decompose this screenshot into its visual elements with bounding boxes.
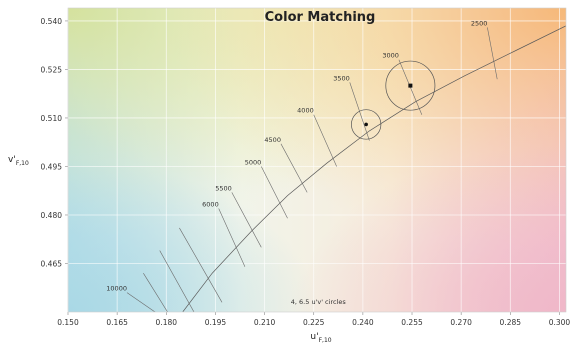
x-tick-label: 0.150 (57, 318, 79, 327)
tolerance-circle (385, 60, 436, 111)
isotemperature-line (126, 292, 156, 312)
x-tick-label: 0.195 (205, 318, 227, 327)
isotemperature-line (218, 208, 246, 267)
label-layer: 10000 6000 5500 5000 4500 4000 3500 3000 2500 4, … (106, 19, 487, 306)
isotemperature-line (261, 166, 288, 219)
cct-label: 3500 (333, 74, 350, 82)
y-tick-label: 0.495 (41, 162, 63, 171)
isotemperature-line (143, 273, 168, 312)
x-tick-label: 0.180 (156, 318, 178, 327)
cct-label: 2500 (471, 19, 488, 27)
y-tick-label: 0.510 (41, 114, 63, 123)
isotemperature-line (313, 114, 337, 167)
x-tick-label: 0.255 (401, 318, 423, 327)
x-tick-label: 0.270 (450, 318, 472, 327)
data-point-square (408, 83, 413, 88)
plot-frame (67, 7, 567, 313)
x-tick-label: 0.165 (106, 318, 128, 327)
y-tick-label: 0.480 (41, 211, 63, 220)
cct-label: 4000 (297, 107, 314, 115)
data-point-dot (364, 122, 368, 127)
y-axis-label-subscript: F,10 (16, 160, 29, 167)
cct-label: 6000 (202, 201, 219, 209)
isotemperature-line (179, 227, 223, 303)
x-tick-label: 0.240 (352, 318, 374, 327)
cct-label: 5000 (245, 158, 262, 166)
chart-title: Color Matching (265, 10, 376, 25)
plot-background (68, 8, 566, 312)
isotemperature-line (280, 143, 308, 193)
x-tick-label: 0.225 (303, 318, 325, 327)
x-tick-label: 0.300 (549, 318, 571, 327)
x-tick-label: 0.285 (500, 318, 522, 327)
data-layer (126, 25, 566, 312)
isotemperature-line (231, 192, 262, 248)
x-axis-label: u'F,10 (310, 332, 331, 344)
planckian-locus (182, 25, 566, 312)
tolerance-circle (351, 109, 382, 140)
x-axis-label-subscript: F,10 (319, 337, 332, 344)
cct-label: 3000 (382, 52, 399, 60)
y-axis-label: v'F,10 (8, 155, 29, 167)
axes: 0.150 0.165 0.180 0.195 0.210 0.225 0.240 0.255… (8, 7, 571, 344)
isotemperature-line (159, 250, 195, 312)
x-tick-label: 0.210 (254, 318, 276, 327)
y-tick-label: 0.540 (41, 17, 63, 26)
cct-label: 4500 (264, 136, 281, 144)
y-tick-label: 0.525 (41, 65, 63, 74)
circles-annotation: 4, 6.5 u'v' circles (291, 298, 347, 306)
background-blue (68, 8, 566, 312)
grid (67, 8, 566, 312)
cct-label: 10000 (106, 285, 127, 293)
y-tick-label: 0.465 (41, 259, 63, 268)
isotemperature-line (487, 27, 498, 80)
cct-label: 5500 (215, 184, 232, 192)
